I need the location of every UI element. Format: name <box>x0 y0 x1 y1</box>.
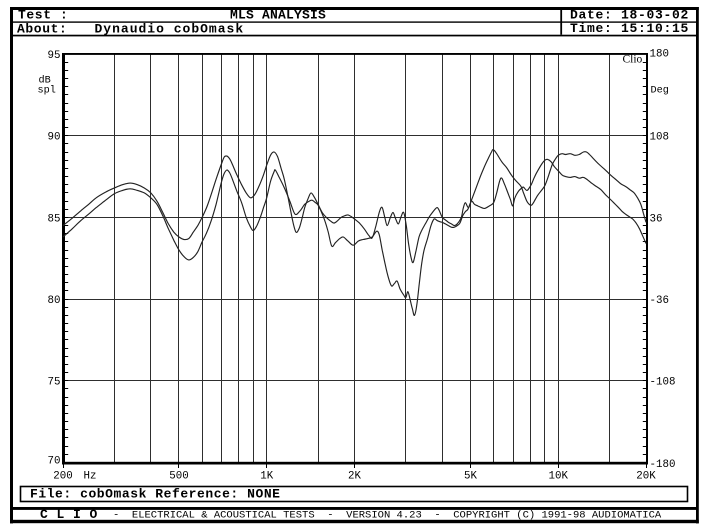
svg-text:- ELECTRICAL & ACOUSTICAL TES: - ELECTRICAL & ACOUSTICAL TESTS - VERSIO… <box>113 509 662 521</box>
svg-text:180: 180 <box>650 49 669 61</box>
svg-text:dB: dB <box>39 75 51 87</box>
svg-text:Test :: Test : <box>18 8 68 23</box>
svg-text:10K: 10K <box>549 470 569 482</box>
svg-text:Dynaudio cobOmask: Dynaudio cobOmask <box>95 21 245 36</box>
svg-text:-36: -36 <box>650 295 669 307</box>
svg-text:70: 70 <box>48 456 61 468</box>
svg-text:20K: 20K <box>636 470 656 482</box>
svg-text:spl: spl <box>38 84 56 96</box>
svg-text:Time: 15:10:15: Time: 15:10:15 <box>570 21 689 36</box>
svg-text:Clio: Clio <box>623 53 643 65</box>
svg-text:85: 85 <box>48 213 61 225</box>
svg-text:-180: -180 <box>650 459 676 471</box>
svg-text:80: 80 <box>48 295 61 307</box>
svg-text:About:: About: <box>17 21 67 36</box>
svg-text:Deg: Deg <box>651 86 669 97</box>
svg-text:2K: 2K <box>348 470 361 482</box>
svg-text:File: cobOmask Reference: NONE: File: cobOmask Reference: NONE <box>30 486 281 501</box>
svg-text:Date: 18-03-02: Date: 18-03-02 <box>570 8 689 23</box>
svg-text:200: 200 <box>53 470 72 482</box>
svg-text:5K: 5K <box>464 470 477 482</box>
svg-text:36: 36 <box>650 213 663 225</box>
svg-text:108: 108 <box>650 132 669 144</box>
svg-text:75: 75 <box>48 377 61 389</box>
svg-text:90: 90 <box>48 132 61 144</box>
svg-text:MLS ANALYSIS: MLS ANALYSIS <box>230 8 326 23</box>
svg-text:C L I O: C L I O <box>40 507 98 522</box>
svg-text:95: 95 <box>48 50 61 62</box>
svg-text:1K: 1K <box>260 470 273 482</box>
svg-text:500: 500 <box>169 470 188 482</box>
svg-text:-108: -108 <box>650 377 676 389</box>
svg-text:Hz: Hz <box>84 470 97 482</box>
